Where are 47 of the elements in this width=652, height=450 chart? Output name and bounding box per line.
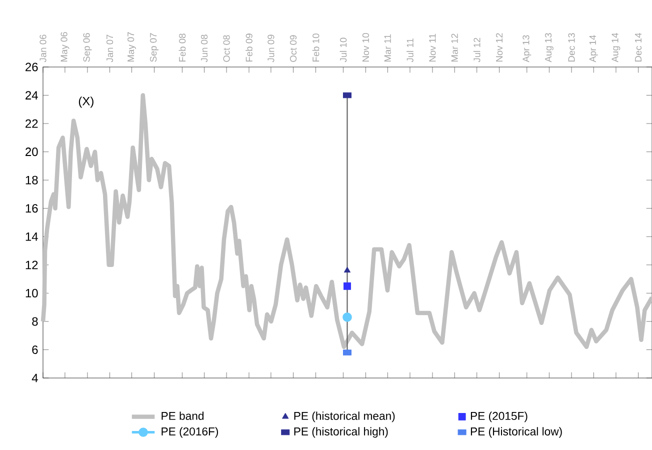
x-tick-label: Sep 06 <box>83 33 92 62</box>
y-tick-label: 22 <box>26 119 38 128</box>
x-tick-label: Apr 13 <box>522 35 532 62</box>
line-series <box>40 93 652 350</box>
y-tick-label: 26 <box>26 62 38 72</box>
x-tick-label: Feb 09 <box>246 34 252 62</box>
x-tick-label: Aug 13 <box>544 33 554 62</box>
x-tick-label: Nov 11 <box>429 34 436 62</box>
x-tick-label: May 06 <box>60 32 70 62</box>
y-tick-label: 10 <box>26 288 38 298</box>
x-tick-label: Apr 14 <box>589 35 598 62</box>
x-tick-label: Dec 14 <box>635 33 642 62</box>
y-tick-label: 8 <box>32 317 38 326</box>
y-tick-label: 16 <box>26 204 38 213</box>
x-tick-label: Nov 12 <box>496 33 503 62</box>
y-tick-label: 20 <box>26 148 38 156</box>
legend-label: PE (2015F) <box>470 412 528 422</box>
x-tick-label: Mar 11 <box>384 34 391 62</box>
x-tick-label: Dec 13 <box>568 33 575 62</box>
legend-label: PE band <box>162 412 204 420</box>
x-tick-label: Mar 12 <box>451 34 458 62</box>
x-tick-label: Oct 09 <box>290 35 297 62</box>
x-tick-label: Feb 10 <box>312 34 320 62</box>
legend-label: PE (historical mean) <box>294 412 395 422</box>
y-tick-label: 4 <box>32 374 38 382</box>
x-tick-label: Jul 11 <box>406 38 414 62</box>
x-tick-label: Jul 10 <box>340 38 347 62</box>
x-tick-label: Jan 07 <box>106 34 114 62</box>
y-tick-label: 12 <box>26 260 38 270</box>
x-tick-label: Feb 08 <box>178 34 186 62</box>
y-tick-label: 18 <box>26 176 38 184</box>
y-tick-label: 24 <box>26 91 38 100</box>
y-tick-label: 14 <box>26 232 38 241</box>
legend-label: PE (Historical low) <box>470 427 562 438</box>
x-tick-label: Jun 09 <box>268 34 274 62</box>
x-tick-label: Oct 08 <box>223 35 230 62</box>
x-tick-label: Sep 07 <box>150 33 158 62</box>
y-tick-label: 6 <box>32 345 38 354</box>
legend-label: PE (historical high) <box>294 427 388 438</box>
x-tick-label: Nov 10 <box>362 33 370 62</box>
annotation: (X) <box>78 96 94 108</box>
x-tick-label: May 07 <box>128 32 136 62</box>
x-tick-label: Jul 12 <box>473 38 480 62</box>
x-tick-label: Jan 06 <box>40 34 46 62</box>
x-tick-label: Jun 08 <box>200 34 208 62</box>
legend-label: PE (2016F) <box>162 427 218 438</box>
x-tick-label: Aug 14 <box>612 32 620 62</box>
